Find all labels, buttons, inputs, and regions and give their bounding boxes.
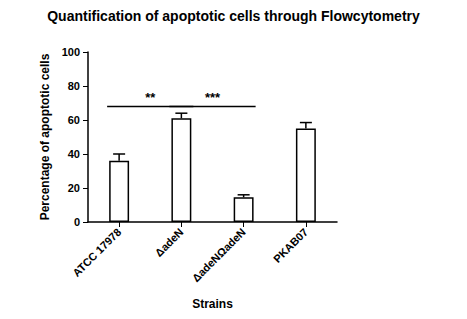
svg-text:Strains: Strains <box>192 297 233 311</box>
svg-text:ΔadeNΩadeN: ΔadeNΩadeN <box>190 226 248 284</box>
svg-text:PKAB07: PKAB07 <box>271 226 310 265</box>
svg-text:**: ** <box>145 90 156 105</box>
svg-text:ΔadeN: ΔadeN <box>153 226 186 259</box>
svg-text:80: 80 <box>68 80 80 92</box>
svg-text:20: 20 <box>68 182 80 194</box>
svg-text:0: 0 <box>74 216 80 228</box>
svg-text:***: *** <box>205 90 221 105</box>
svg-text:Quantification of apoptotic ce: Quantification of apoptotic cells throug… <box>47 8 420 24</box>
svg-text:ATCC 17978: ATCC 17978 <box>70 226 123 279</box>
svg-text:60: 60 <box>68 114 80 126</box>
svg-text:100: 100 <box>62 46 80 58</box>
svg-text:Percentage of apoptotic cells: Percentage of apoptotic cells <box>38 53 52 220</box>
svg-text:40: 40 <box>68 148 80 160</box>
